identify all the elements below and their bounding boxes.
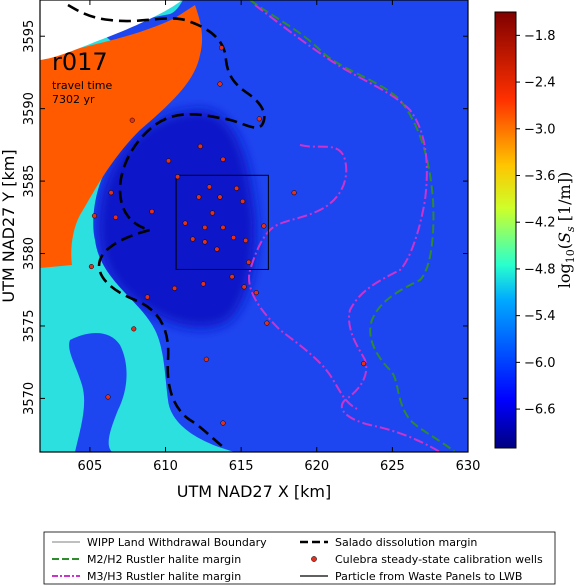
colorbar-tick-label: −1.8: [524, 29, 556, 44]
well-marker: [108, 190, 114, 196]
legend-label-salado: Salado dissolution margin: [335, 536, 477, 549]
well-marker: [105, 394, 111, 400]
m3h3-margin: [248, 4, 441, 452]
travel-time-value: 7302 yr: [52, 93, 95, 106]
colorbar: [494, 11, 517, 449]
colorbar-tick-label: −4.2: [524, 216, 556, 231]
well-marker: [166, 158, 172, 164]
field-outside-region: [40, 0, 182, 60]
well-marker: [209, 210, 215, 216]
well-marker: [203, 356, 209, 362]
legend-frame: [43, 531, 556, 585]
y-axis-ticks: 3570 3575 3580 3585 3590 3595: [22, 20, 468, 415]
field-cyan-lower: [40, 268, 130, 452]
well-marker: [175, 174, 181, 180]
colorbar-ticks: −1.8 −2.4 −3.0 −3.6 −4.2 −4.8 −5.4 −6.0 −6.6: [516, 29, 556, 418]
well-marker: [231, 235, 237, 241]
field-orange-region: [40, 5, 203, 268]
well-marker: [241, 284, 247, 290]
well-marker: [220, 224, 226, 230]
well-marker: [91, 213, 97, 219]
overlay-lines: [67, 0, 456, 452]
legend: WIPP Land Withdrawal Boundary M2/H2 Rust…: [43, 531, 556, 585]
well-marker: [129, 117, 135, 123]
legend-label-m2h2: M2/H2 Rustler halite margin: [87, 553, 241, 566]
colorbar-tick-label: −2.4: [524, 76, 556, 91]
y-tick-label: 3580: [22, 237, 37, 270]
legend-symbol-wells: [311, 556, 317, 562]
well-marker: [264, 320, 270, 326]
x-axis-ticks: 605 610 615 620 625 630: [77, 0, 480, 474]
well-marker: [200, 281, 206, 287]
y-axis-title: UTM NAD27 Y [km]: [0, 149, 18, 302]
colorbar-tick-label: −3.6: [524, 169, 556, 184]
plot-frame: [39, 0, 469, 453]
heatmap-field: [40, 0, 468, 452]
well-marker: [149, 208, 155, 215]
m2h2-margin: [249, 0, 456, 452]
x-tick-label: 625: [380, 459, 405, 474]
legend-label-m3h3: M3/H3 Rustler halite margin: [87, 570, 241, 583]
y-tick-label: 3575: [22, 309, 37, 342]
well-marker: [206, 184, 212, 190]
well-marker: [243, 237, 249, 244]
colorbar-tick-label: −6.0: [524, 356, 556, 371]
field-blue-inlet: [69, 333, 127, 452]
colorbar-label: log10(Ss [1/m]): [555, 172, 577, 288]
well-marker: [261, 223, 267, 229]
well-marker: [144, 294, 150, 300]
run-label: r017: [52, 48, 108, 76]
y-tick-label: 3570: [22, 382, 37, 415]
well-marker: [202, 239, 208, 245]
well-marker: [182, 220, 188, 226]
travel-time-label: travel time: [52, 79, 112, 92]
legend-label-particle: Particle from Waste Panels to LWB: [335, 570, 522, 583]
well-marker: [229, 274, 235, 280]
well-marker: [202, 224, 208, 230]
well-marker: [291, 190, 297, 196]
colorbar-tick-label: −6.6: [524, 403, 556, 418]
well-marker: [220, 156, 226, 162]
well-marker: [214, 246, 220, 252]
y-tick-label: 3595: [22, 20, 37, 53]
colorbar-tick-label: −4.8: [524, 262, 556, 277]
well-marker: [253, 290, 259, 296]
well-marker: [234, 185, 240, 191]
well-marker: [131, 326, 137, 332]
well-marker: [256, 116, 262, 122]
well-marker: [218, 45, 225, 51]
well-marker: [240, 198, 246, 204]
well-marker: [196, 194, 202, 200]
well-marker: [246, 259, 252, 265]
field-core-low: [97, 110, 257, 329]
well-marker: [220, 420, 226, 426]
well-marker: [361, 361, 367, 367]
well-marker: [190, 236, 196, 242]
x-tick-label: 610: [153, 459, 178, 474]
legend-label-wells: Culebra steady-state calibration wells: [335, 553, 543, 566]
x-axis-title: UTM NAD27 X [km]: [177, 482, 331, 501]
salado-margin: [67, 3, 266, 447]
well-marker: [88, 264, 94, 270]
x-tick-label: 605: [77, 459, 102, 474]
well-marker: [217, 194, 223, 200]
x-tick-label: 620: [304, 459, 329, 474]
x-tick-label: 615: [229, 459, 254, 474]
colorbar-tick-label: −5.4: [524, 309, 556, 324]
well-marker: [217, 81, 223, 87]
colorbar-tick-label: −3.0: [524, 122, 556, 137]
x-tick-label: 630: [456, 459, 481, 474]
y-tick-label: 3590: [22, 92, 37, 125]
wipp-land-withdrawal-boundary: [175, 174, 269, 270]
calibration-wells: [88, 45, 367, 426]
well-marker: [197, 143, 203, 149]
legend-label-wipp: WIPP Land Withdrawal Boundary: [87, 536, 267, 549]
y-tick-label: 3585: [22, 165, 37, 198]
well-marker: [113, 214, 119, 220]
well-marker: [172, 285, 178, 291]
